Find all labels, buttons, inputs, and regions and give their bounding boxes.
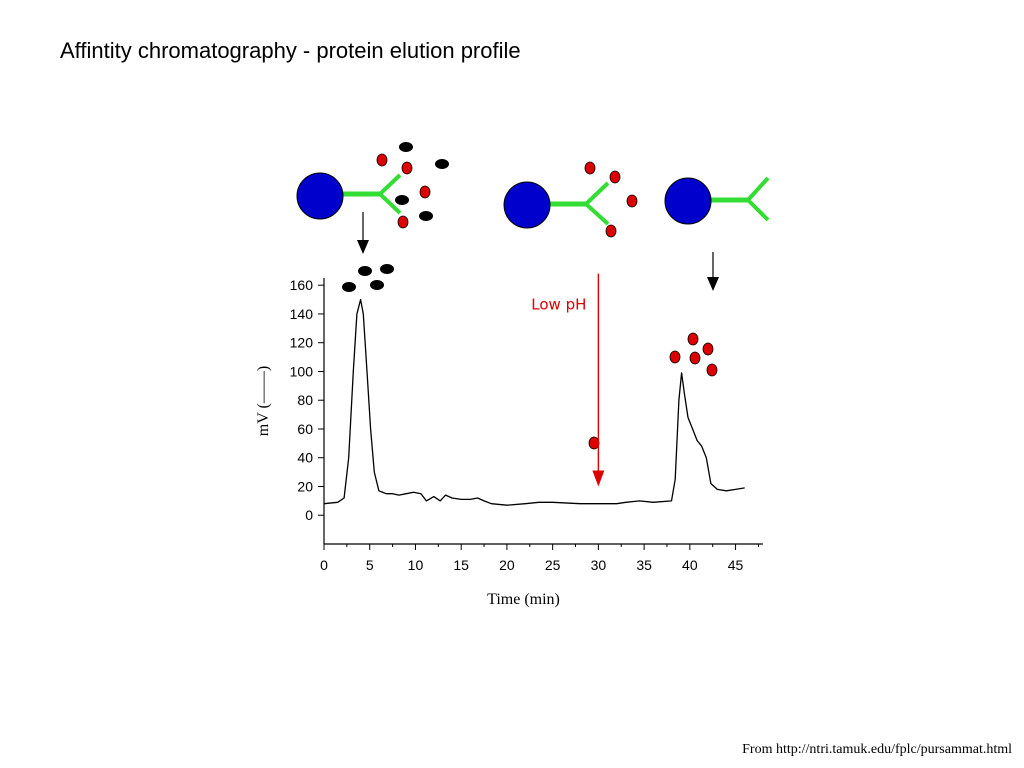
unbound-protein — [370, 280, 384, 290]
schematic-column-bound — [503, 161, 638, 238]
bound-protein — [706, 363, 718, 377]
unbound-protein — [380, 264, 394, 274]
schematic-column-eluted — [664, 176, 770, 225]
y-tick-label: 140 — [290, 306, 314, 322]
x-tick-label: 20 — [499, 557, 515, 573]
bound-protein — [669, 350, 681, 364]
slide-title: Affintity chromatography - protein eluti… — [60, 38, 521, 63]
x-tick-label: 30 — [591, 557, 607, 573]
unbound-protein — [419, 211, 433, 221]
unbound-protein — [358, 266, 372, 276]
x-tick-label: 15 — [453, 557, 469, 573]
y-tick-label: 0 — [305, 507, 313, 523]
unbound-protein — [395, 195, 409, 205]
bead-2 — [503, 181, 551, 229]
bound-protein — [702, 342, 714, 356]
schematic-column-loaded — [296, 142, 449, 229]
chart-annotations: Low pH — [531, 273, 605, 487]
y-tick-label: 80 — [297, 392, 313, 408]
ligand-fork-2a — [584, 181, 610, 206]
ligand-fork-3b — [746, 198, 770, 222]
bound-protein — [626, 194, 638, 208]
eluted-protein-cluster — [669, 332, 718, 377]
bead-1 — [296, 172, 344, 220]
bound-protein — [609, 170, 621, 184]
single-protein-marker — [588, 436, 600, 450]
bound-protein — [584, 161, 596, 175]
x-tick-label: 10 — [408, 557, 424, 573]
x-tick-label: 35 — [636, 557, 652, 573]
source-note: From http://ntri.tamuk.edu/fplc/pursamma… — [742, 742, 1012, 757]
y-tick-label: 60 — [297, 421, 313, 437]
bound-protein — [687, 332, 699, 346]
bound-protein — [419, 185, 431, 199]
ligand-fork-1b — [378, 192, 402, 215]
chart-axes: 0 20 40 60 80 100 120 140 160 0 5 10 15 20 25 30 35 40 45 T… — [255, 277, 763, 608]
y-tick-label: 160 — [290, 277, 314, 293]
bound-protein — [397, 215, 409, 229]
unbound-protein — [435, 159, 449, 169]
y-tick-label: 40 — [297, 450, 313, 466]
unbound-protein-cluster — [342, 264, 394, 292]
x-tick-label: 25 — [545, 557, 561, 573]
bound-protein — [376, 153, 388, 167]
x-tick-label: 45 — [728, 557, 744, 573]
y-tick-label: 120 — [290, 335, 314, 351]
y-tick-label: 20 — [297, 478, 313, 494]
flow-arrow-eluted — [707, 252, 719, 291]
chart-trace — [323, 298, 745, 506]
y-axis-title: mV (——) — [255, 366, 272, 436]
ligand-fork-1a — [378, 173, 402, 196]
ligand-fork-2b — [584, 202, 610, 226]
x-axis-title: Time (min) — [487, 591, 560, 608]
unbound-protein — [399, 142, 413, 152]
unbound-protein — [342, 282, 356, 292]
ligand-fork-3a — [746, 176, 770, 202]
x-tick-label: 40 — [682, 557, 698, 573]
flow-arrow-unbound — [357, 212, 369, 254]
low-ph-label: Low pH — [531, 296, 586, 314]
low-ph-arrow-head — [592, 470, 605, 487]
series-line-0 — [323, 298, 745, 506]
bound-protein — [605, 224, 617, 238]
bead-3 — [664, 177, 712, 225]
bound-protein — [689, 351, 701, 365]
x-tick-label: 5 — [366, 557, 374, 573]
bound-protein — [401, 161, 413, 175]
x-tick-label: 0 — [320, 557, 328, 573]
y-tick-label: 100 — [290, 363, 314, 379]
